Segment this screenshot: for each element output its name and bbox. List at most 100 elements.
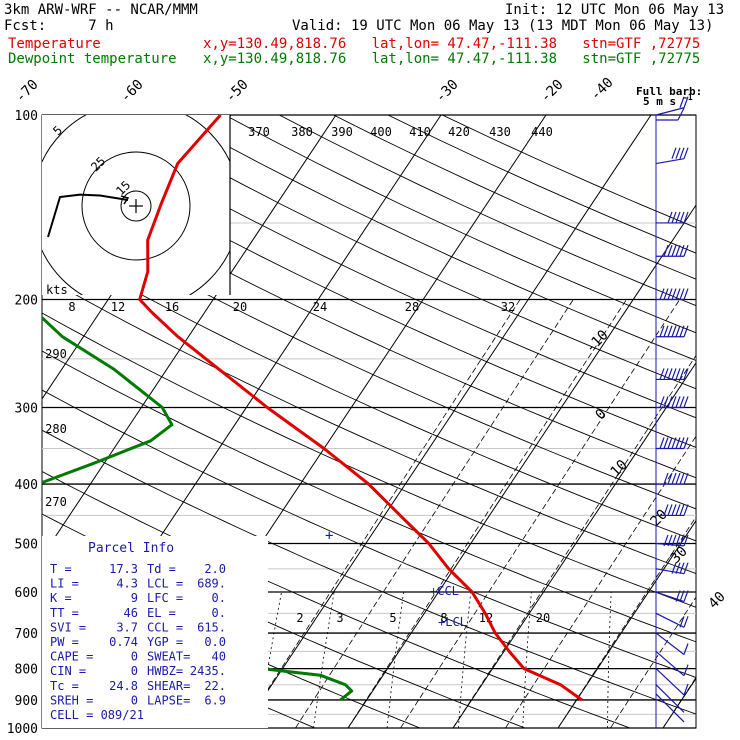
moist-adiabat — [242, 299, 521, 728]
wind-barb-flag — [683, 504, 689, 516]
wind-barb — [655, 590, 689, 603]
wind-barb — [656, 211, 689, 224]
wind-barb — [655, 632, 689, 655]
wind-barb — [656, 325, 689, 338]
parcel-row-key: CELL = 089/21 — [50, 708, 144, 722]
moist-adiabat — [610, 596, 696, 728]
temperature-location: x,y=130.49,818.76 lat,lon= 47.47,-111.38… — [203, 36, 701, 52]
temperature-label: Temperature — [8, 36, 101, 52]
pressure-label-500: 500 — [15, 537, 38, 552]
wind-barb-flag — [679, 96, 685, 108]
theta-label: 380 — [291, 125, 313, 139]
wind-barb — [656, 437, 689, 450]
parcel-box-bg — [42, 536, 268, 728]
wind-barb — [655, 668, 689, 696]
pressure-label-300: 300 — [15, 401, 38, 416]
wind-barb-flag — [683, 534, 689, 547]
parcel-row-value: 24.8 — [109, 679, 138, 693]
dry-adiabat — [42, 239, 696, 542]
parcel-row-value2: 0. — [212, 591, 226, 605]
wind-barb-flag — [663, 534, 669, 547]
parcel-row-value2: 615. — [197, 620, 226, 634]
wind-barbs — [655, 96, 689, 728]
wind-barb — [655, 684, 685, 713]
pressure-label-900: 900 — [15, 694, 38, 709]
parcel-row-value: 4.3 — [116, 577, 138, 591]
mixing-ratio-line — [458, 591, 472, 728]
parcel-row-value2: 689. — [197, 577, 226, 591]
wind-barb-flag — [683, 325, 689, 337]
theta-label: 430 — [489, 125, 511, 139]
isotherm-label: 20 — [648, 507, 671, 530]
pressure-label-800: 800 — [15, 663, 38, 678]
hodograph-ring — [81, 151, 191, 261]
wind-barb — [655, 147, 689, 165]
wind-barb-flag — [679, 437, 685, 449]
mixing-ratio-lines — [257, 591, 612, 728]
speed-scale-label: 8 — [68, 300, 75, 314]
parcel-row-key2: LCL = — [147, 577, 183, 591]
wind-barb-flag — [675, 396, 681, 408]
parcel-row-key2: SHEAR= — [147, 679, 190, 693]
wind-barb-flag — [683, 245, 689, 257]
wind-barb-flag — [675, 437, 681, 449]
wind-barb-flag — [679, 534, 685, 547]
temperature-series — [138, 115, 583, 702]
isotherm-label: 40 — [706, 589, 729, 612]
theta-label: 440 — [531, 125, 553, 139]
wind-barb-staff — [655, 568, 685, 575]
moist-adiabat — [452, 354, 696, 728]
wind-barb-flag — [663, 472, 669, 485]
wind-barb-flag — [667, 534, 673, 547]
wind-barb-flag — [659, 325, 665, 337]
wind-barb-flag — [671, 472, 677, 485]
parcel-marker: + — [325, 528, 333, 544]
wind-barb-flag — [675, 211, 681, 224]
wind-barb-staff — [655, 591, 685, 603]
temperature-line — [138, 115, 583, 702]
lcl-marker: +LCL — [438, 615, 467, 629]
parcel-row-value: 3.7 — [116, 620, 138, 634]
speed-scale-label: 24 — [313, 300, 327, 314]
hodograph-arrow — [120, 195, 130, 205]
wind-barb — [656, 288, 689, 301]
isotherm-label: -70 — [13, 77, 42, 106]
wind-barb-staff — [655, 107, 685, 116]
wind-barb-flag — [679, 472, 685, 485]
wind-barb-flag — [671, 368, 677, 380]
parcel-row-key: T = — [50, 562, 72, 576]
moist-adiabat — [662, 676, 696, 728]
wind-barb-flag — [663, 245, 669, 257]
parcel-row-key2: YGP = — [147, 635, 183, 649]
init-time: Init: 12 UTC Mon 06 May 13 — [505, 2, 725, 18]
dry-adiabat — [42, 312, 696, 608]
mixing-ratio-line — [313, 591, 335, 728]
parcel-row-value2: 40 — [212, 650, 226, 664]
wind-barb-flag — [667, 325, 673, 337]
wind-barb — [655, 534, 689, 547]
parcel-row-key: PW = — [50, 635, 79, 649]
speed-scale-label: 32 — [501, 300, 515, 314]
dry-adiabat — [224, 115, 696, 334]
wind-barb — [656, 245, 689, 257]
isotherm-line — [347, 204, 696, 728]
wind-barb-staff — [655, 542, 685, 547]
wind-barb-flag — [675, 562, 681, 574]
speed-scale-label: 12 — [111, 300, 125, 314]
mixing-ratio-label: 3 — [336, 611, 343, 625]
wind-barb-flag — [663, 288, 669, 300]
wind-barb-flag — [679, 325, 685, 337]
wind-barb-flag — [671, 325, 677, 337]
barb-legend: Full barb:5 m s -1 — [636, 85, 702, 121]
ccl-marker: +CCL — [430, 584, 459, 598]
wind-barb-staff — [655, 632, 685, 655]
wind-barb-staff — [655, 612, 685, 628]
wind-barb-flag — [675, 147, 681, 159]
hodograph-ring — [120, 190, 152, 222]
wind-barb-flag — [683, 437, 689, 449]
wind-barb-flag — [679, 562, 685, 574]
wind-barb-flag — [671, 562, 677, 574]
parcel-row-value: 0 — [131, 650, 138, 664]
wind-barb-flag — [671, 534, 677, 547]
